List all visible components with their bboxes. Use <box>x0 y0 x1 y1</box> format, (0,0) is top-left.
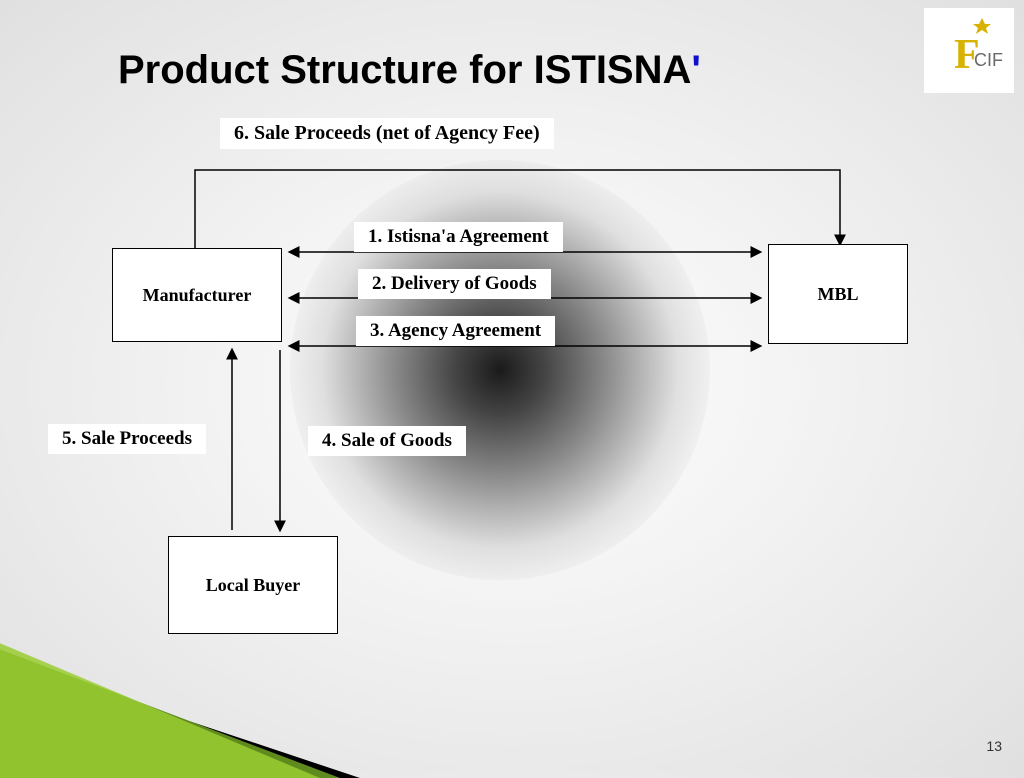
logo-cif: F CIF <box>924 8 1014 93</box>
node-manufacturer: Manufacturer <box>112 248 282 342</box>
label-step5: 5. Sale Proceeds <box>48 424 206 454</box>
label-step6: 6. Sale Proceeds (net of Agency Fee) <box>220 118 554 149</box>
page-title: Product Structure for ISTISNA' <box>118 48 701 93</box>
label-step4: 4. Sale of Goods <box>308 426 466 456</box>
label-step3: 3. Agency Agreement <box>356 316 555 346</box>
node-mbl: MBL <box>768 244 908 344</box>
page-number: 13 <box>986 738 1002 754</box>
logo-text: CIF <box>974 50 1003 70</box>
title-text: Product Structure for ISTISNA <box>118 48 691 92</box>
corner-decoration <box>0 618 360 778</box>
label-step1: 1. Istisna'a Agreement <box>354 222 563 252</box>
title-apostrophe: ' <box>691 48 701 92</box>
node-local-buyer: Local Buyer <box>168 536 338 634</box>
label-step2: 2. Delivery of Goods <box>358 269 551 299</box>
